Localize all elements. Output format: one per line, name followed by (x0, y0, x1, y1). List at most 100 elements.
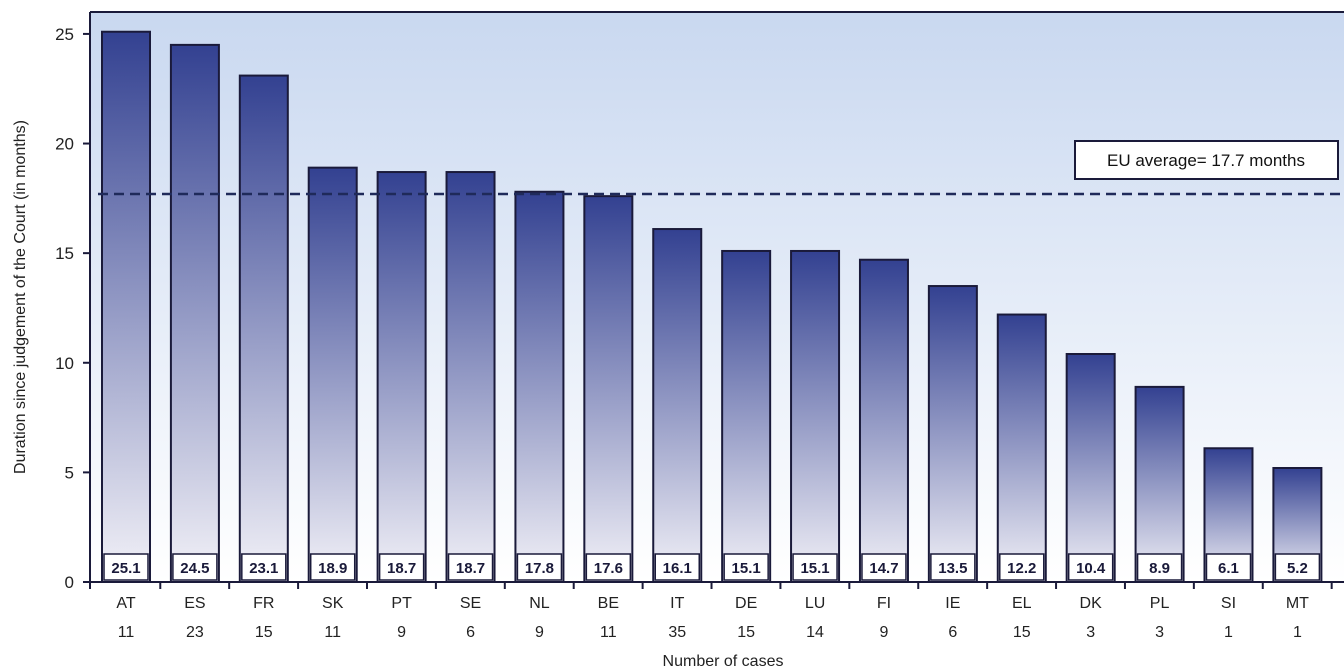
case-count-label: 15 (1013, 624, 1031, 641)
value-label: 15.1 (800, 560, 829, 577)
value-label-box (585, 553, 632, 581)
value-label-box (309, 553, 356, 581)
eu-average-callout: EU average= 17.7 months (1074, 140, 1339, 180)
value-label: 6.1 (1218, 560, 1239, 577)
value-label: 8.9 (1149, 560, 1170, 577)
category-label: SI (1221, 595, 1236, 612)
value-label-box (1205, 553, 1252, 581)
value-label: 12.2 (1007, 560, 1036, 577)
bar (1065, 353, 1116, 583)
category-label: NL (529, 595, 550, 612)
bar (1134, 385, 1185, 583)
value-label: 18.7 (387, 560, 416, 577)
value-label: 18.7 (456, 560, 485, 577)
value-label: 10.4 (1076, 560, 1106, 577)
case-count-label: 6 (948, 624, 957, 641)
bar (583, 195, 634, 583)
bar (307, 166, 358, 583)
value-label: 5.2 (1287, 560, 1308, 577)
value-label-box (378, 553, 425, 581)
value-label: 18.9 (318, 560, 347, 577)
category-label: ES (184, 595, 205, 612)
value-label: 25.1 (111, 560, 140, 577)
value-label: 16.1 (663, 560, 692, 577)
y-axis-title: Duration since judgement of the Court (i… (12, 120, 29, 474)
case-count-label: 15 (255, 624, 273, 641)
value-label-box (516, 553, 563, 581)
category-label: AT (116, 595, 135, 612)
y-tick-label: 0 (65, 573, 74, 592)
value-label-box (999, 553, 1045, 581)
category-label: BE (598, 595, 619, 612)
case-count-label: 1 (1293, 624, 1302, 641)
case-count-label: 9 (535, 624, 544, 641)
value-label-box (861, 553, 907, 581)
case-count-label: 6 (466, 624, 475, 641)
value-label-box (1067, 553, 1114, 581)
bar (721, 249, 772, 583)
y-tick-label: 20 (55, 135, 74, 154)
value-label: 15.1 (732, 560, 761, 577)
eu-average-box (1074, 140, 1339, 180)
case-count-label: 9 (880, 624, 889, 641)
case-count-label: 14 (806, 624, 824, 641)
category-label: DE (735, 595, 757, 612)
case-count-label: 15 (737, 624, 755, 641)
category-label: SE (460, 595, 481, 612)
value-label-box (792, 553, 838, 581)
y-tick-label: 15 (55, 244, 74, 263)
value-label-box (241, 553, 287, 581)
case-count-label: 11 (324, 624, 341, 641)
case-count-label: 23 (186, 624, 204, 641)
bar (101, 30, 151, 583)
category-label: IT (670, 595, 684, 612)
value-label-box (103, 553, 149, 581)
category-label: IE (945, 595, 960, 612)
value-label: 14.7 (869, 560, 898, 577)
case-count-label: 11 (600, 624, 617, 641)
case-count-label: 3 (1086, 624, 1095, 641)
bar (445, 171, 496, 584)
case-count-label: 11 (118, 624, 135, 641)
category-label: LU (805, 595, 825, 612)
bar (927, 285, 978, 583)
y-tick-label: 10 (55, 354, 74, 373)
category-label: FR (253, 595, 274, 612)
value-label: 23.1 (249, 560, 278, 577)
x-axis-title: Number of cases (663, 653, 784, 670)
eu-average-label: EU average= 17.7 months (1107, 151, 1305, 170)
case-count-label: 35 (668, 624, 686, 641)
value-label-box (1274, 553, 1321, 581)
category-label: DK (1080, 595, 1103, 612)
value-label: 17.6 (594, 560, 623, 577)
value-label-box (172, 553, 218, 581)
bar (858, 258, 909, 583)
bar (169, 43, 220, 583)
value-label-box (930, 553, 976, 581)
category-label: SK (322, 595, 344, 612)
bar (514, 190, 565, 583)
category-label: PL (1150, 595, 1170, 612)
value-label: 17.8 (525, 560, 554, 577)
bar (376, 171, 427, 584)
y-tick-label: 5 (65, 463, 74, 482)
case-count-label: 3 (1155, 624, 1164, 641)
case-count-label: 9 (397, 624, 406, 641)
value-label: 13.5 (938, 560, 967, 577)
category-label: FI (877, 595, 891, 612)
value-label-box (1136, 553, 1183, 581)
category-label: EL (1012, 595, 1032, 612)
value-label-box (447, 553, 494, 581)
value-label-box (723, 553, 769, 581)
bar (652, 228, 703, 584)
bar (238, 74, 289, 583)
bar (996, 313, 1047, 583)
bar (790, 249, 841, 583)
category-label: MT (1286, 595, 1309, 612)
y-tick-label: 25 (55, 25, 74, 44)
category-label: PT (391, 595, 412, 612)
value-label: 24.5 (180, 560, 209, 577)
value-label-box (654, 553, 700, 581)
case-count-label: 1 (1224, 624, 1233, 641)
